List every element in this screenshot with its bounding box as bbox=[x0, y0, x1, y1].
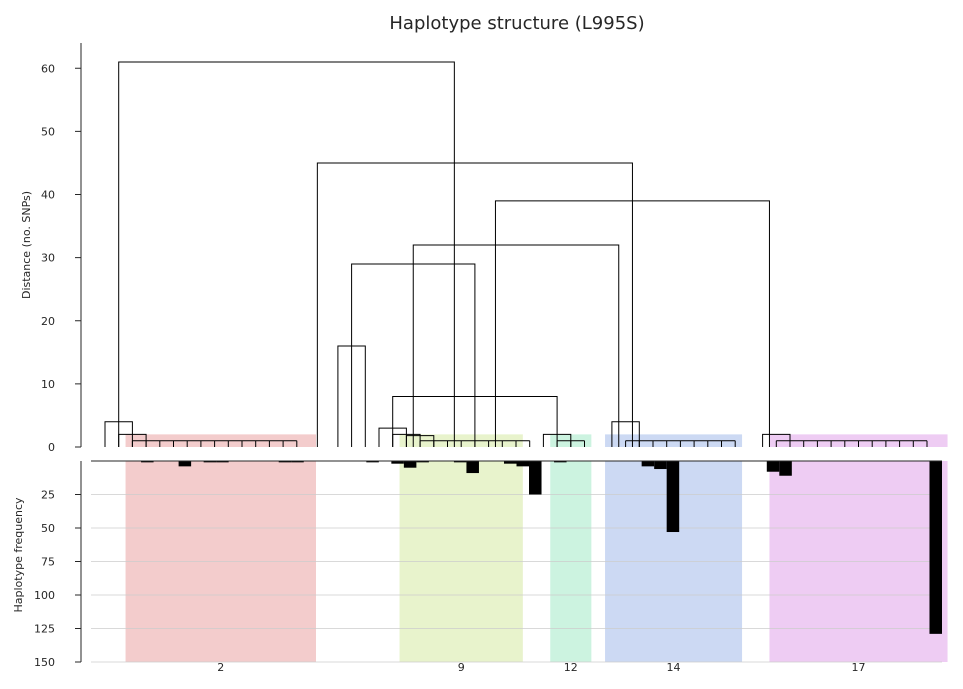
y-tick-75: 75 bbox=[41, 556, 81, 569]
frequency-bar bbox=[503, 461, 517, 464]
cluster-labels: 2 9 12 14 17 bbox=[217, 661, 865, 674]
frequency-bar bbox=[453, 461, 467, 463]
frequency-bar bbox=[141, 461, 154, 463]
frequency-bar bbox=[779, 461, 792, 476]
frequency-bar bbox=[403, 461, 417, 468]
frequency-gridlines bbox=[91, 494, 942, 663]
frequency-bar bbox=[929, 461, 942, 634]
y-tick-label: 60 bbox=[41, 62, 55, 75]
y-tick-label: 50 bbox=[41, 125, 55, 138]
y-tick-label: 20 bbox=[41, 315, 55, 328]
frequency-bar bbox=[366, 461, 379, 463]
y-tick-label: 125 bbox=[34, 623, 55, 636]
y-tick-60: 60 bbox=[41, 62, 81, 75]
dendrogram-link bbox=[412, 244, 620, 447]
y-tick-label: 0 bbox=[48, 441, 55, 454]
y-tick-label: 30 bbox=[41, 252, 55, 265]
frequency-bar bbox=[278, 461, 292, 463]
cluster-label-14: 14 bbox=[667, 661, 681, 674]
y-tick-0: 0 bbox=[48, 441, 81, 454]
dendrogram-link bbox=[611, 421, 640, 447]
y-tick-label: 25 bbox=[41, 489, 55, 502]
dendrogram-link bbox=[316, 162, 633, 447]
frequency-bar bbox=[654, 461, 667, 470]
frequency-bar bbox=[641, 461, 655, 467]
frequency-bar bbox=[554, 461, 567, 463]
frequency-bar bbox=[203, 461, 217, 463]
y-tick-20: 20 bbox=[41, 315, 81, 328]
frequency-bar bbox=[391, 461, 404, 464]
y-tick-label: 100 bbox=[34, 589, 55, 602]
y-tick-40: 40 bbox=[41, 189, 81, 202]
y-tick-label: 10 bbox=[41, 378, 55, 391]
y-tick-label: 150 bbox=[34, 656, 55, 669]
y-tick-150: 150 bbox=[34, 656, 81, 669]
y-tick-50: 50 bbox=[41, 522, 81, 535]
y-tick-125: 125 bbox=[34, 623, 81, 636]
cluster-label-2: 2 bbox=[217, 661, 224, 674]
cluster-label-12: 12 bbox=[564, 661, 578, 674]
dendrogram bbox=[104, 61, 928, 447]
cluster-label-17: 17 bbox=[852, 661, 866, 674]
y-tick-30: 30 bbox=[41, 252, 81, 265]
dendrogram-link bbox=[118, 61, 455, 447]
frequency-bar bbox=[766, 461, 780, 472]
y-tick-label: 75 bbox=[41, 556, 55, 569]
dendrogram-link bbox=[392, 396, 558, 447]
frequency-bar bbox=[291, 461, 304, 463]
y-tick-label: 40 bbox=[41, 189, 55, 202]
chart-title: Haplotype structure (L995S) bbox=[389, 13, 644, 34]
frequency-bar bbox=[178, 461, 192, 467]
frequency-bar bbox=[416, 461, 429, 463]
y-tick-50: 50 bbox=[41, 125, 81, 138]
dendrogram-y-label: Distance (no. SNPs) bbox=[20, 191, 33, 299]
frequency-bar bbox=[666, 461, 680, 533]
frequency-bar bbox=[516, 461, 530, 467]
dendrogram-link bbox=[337, 345, 366, 447]
y-tick-25: 25 bbox=[41, 489, 81, 502]
frequency-bar bbox=[466, 461, 479, 474]
frequency-bars bbox=[141, 461, 942, 634]
y-tick-100: 100 bbox=[34, 589, 81, 602]
y-tick-label: 50 bbox=[41, 522, 55, 535]
y-tick-10: 10 bbox=[41, 378, 81, 391]
frequency-bar bbox=[529, 461, 542, 495]
cluster-label-9: 9 bbox=[458, 661, 465, 674]
dendrogram-y-ticks: 0 10 20 30 40 50 60 bbox=[41, 62, 81, 454]
frequency-bar bbox=[216, 461, 229, 463]
dendrogram-link bbox=[351, 263, 476, 447]
frequency-y-ticks: 25 50 75 100 125 150 bbox=[34, 489, 81, 669]
frequency-y-label: Haplotype frequency bbox=[12, 497, 25, 613]
dendrogram-link bbox=[494, 200, 770, 447]
